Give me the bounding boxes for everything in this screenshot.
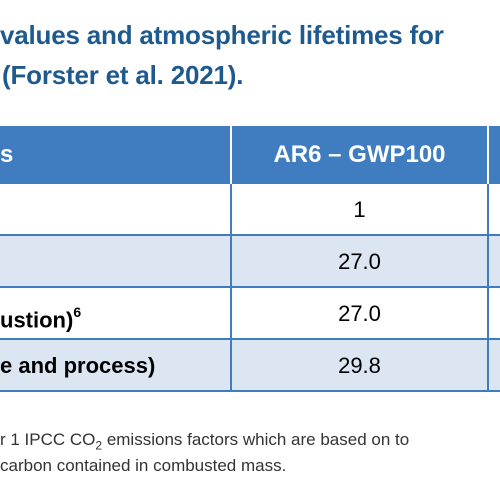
row-gwp-value: 1 — [230, 184, 489, 234]
table-row: ustion)6 27.0 — [0, 288, 500, 340]
table-row: e and process) 29.8 — [0, 340, 500, 392]
footnote-subscript: 2 — [95, 438, 103, 453]
table-row: 1 — [0, 184, 500, 236]
footnote-line-2: carbon contained in combusted mass. — [0, 456, 287, 475]
header-cell-next — [487, 126, 500, 184]
row-gwp-value: 27.0 — [230, 236, 489, 286]
table-header-row: s AR6 – GWP100 — [0, 126, 500, 184]
footnote-line-1: r 1 IPCC CO2 emissions factors which are… — [0, 428, 409, 457]
caption-line-1: values and atmospheric lifetimes for — [0, 20, 444, 50]
row-label: ustion)6 — [0, 288, 228, 338]
header-cell-ar6-gwp100: AR6 – GWP100 — [230, 126, 487, 184]
row-label: e and process) — [0, 353, 156, 378]
row-gwp-value: 27.0 — [230, 288, 489, 338]
footnote-text: emissions factors which are based on to — [102, 430, 410, 449]
footnote-text: r 1 IPCC CO — [0, 430, 96, 449]
header-cell-gas: s — [0, 141, 14, 168]
row-label — [0, 236, 228, 286]
table-row: 27.0 — [0, 236, 500, 288]
caption-line-2: (Forster et al. 2021). — [2, 60, 244, 90]
row-label-text: ustion) — [0, 307, 74, 333]
footnote-marker: 6 — [73, 304, 82, 320]
row-label — [0, 184, 228, 234]
row-gwp-value: 29.8 — [230, 340, 489, 390]
